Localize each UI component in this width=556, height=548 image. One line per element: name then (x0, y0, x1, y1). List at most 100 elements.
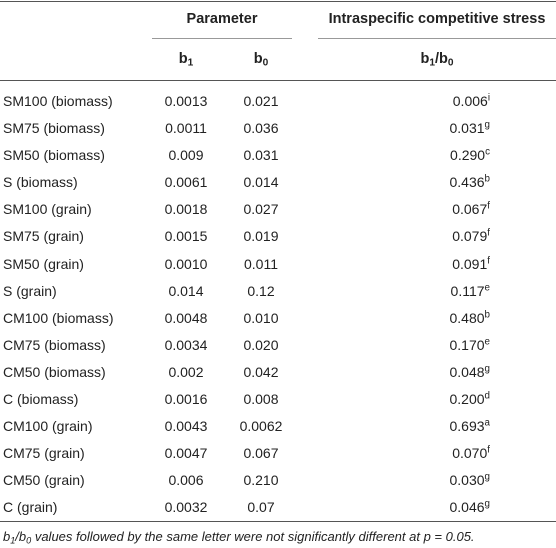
cell-b0: 0.021 (243, 93, 279, 109)
cell-b1: 0.0061 (164, 174, 208, 191)
significance-letter: f (487, 228, 490, 240)
ratio-value: 0.079 (452, 228, 488, 245)
cell-ratio: 0.031g (450, 120, 491, 136)
cell-b0: 0.020 (243, 336, 279, 353)
top-rule (0, 1, 556, 2)
cell-b1: 0.009 (168, 147, 204, 164)
cell-b1: 0.0034 (164, 336, 208, 353)
ratio-value: 0.046 (449, 499, 485, 516)
footnote-text: values followed by the same letter were … (31, 529, 475, 544)
table-body: SM100 (biomass) 0.0013 0.021 0.006i SM75… (0, 87, 556, 521)
cell-b0: 0.027 (243, 201, 279, 218)
cell-ratio: 0.693a (450, 418, 491, 434)
ratio-value: 0.030 (449, 472, 485, 489)
row-label: CM100 (grain) (3, 418, 93, 435)
cell-b0: 0.210 (243, 472, 279, 489)
table-row: CM75 (biomass) 0.0034 0.020 0.170e (0, 331, 556, 358)
table-row: S (biomass) 0.0061 0.014 0.436b (0, 168, 556, 195)
cell-b1: 0.0013 (164, 93, 208, 109)
ratio-value: 0.006 (452, 93, 488, 109)
ratio-b-base: b (439, 51, 448, 67)
cell-b1: 0.006 (168, 472, 204, 489)
cell-ratio: 0.200d (450, 391, 491, 407)
cell-ratio: 0.030g (450, 472, 491, 488)
table-row: CM100 (biomass) 0.0048 0.010 0.480b (0, 304, 556, 331)
row-label: SM50 (grain) (3, 255, 84, 272)
ratio-value: 0.117 (450, 282, 485, 299)
cell-b1: 0.0010 (164, 255, 208, 272)
ratio-value: 0.031 (449, 120, 485, 137)
row-label: CM75 (biomass) (3, 336, 106, 353)
significance-letter: g (484, 499, 490, 511)
significance-letter: f (487, 444, 490, 456)
row-label: SM100 (biomass) (3, 93, 113, 109)
cell-b0: 0.12 (247, 282, 275, 299)
table-row: SM75 (biomass) 0.0011 0.036 0.031g (0, 114, 556, 141)
significance-letter: e (484, 282, 490, 294)
table-row: SM50 (biomass) 0.009 0.031 0.290c (0, 141, 556, 168)
b0-sub: 0 (262, 57, 269, 69)
cell-b1: 0.0043 (164, 418, 208, 435)
row-label: CM100 (biomass) (3, 309, 114, 326)
cell-b0: 0.010 (243, 309, 279, 326)
ratio-value: 0.200 (449, 391, 485, 408)
cell-b1: 0.0032 (164, 499, 208, 516)
header-group-stress: Intraspecific competitive stress (328, 11, 546, 27)
ratio-value: 0.436 (449, 174, 485, 191)
cell-b1: 0.014 (168, 282, 204, 299)
table-row: S (grain) 0.014 0.12 0.117e (0, 277, 556, 304)
significance-letter: i (487, 92, 490, 104)
group-rule-stress (318, 38, 556, 39)
cell-b1: 0.0047 (164, 445, 208, 462)
footnote-b-base: b (18, 529, 27, 544)
table-row: CM50 (biomass) 0.002 0.042 0.048g (0, 358, 556, 385)
footnote-a-base: b (3, 529, 11, 544)
cell-b1: 0.0048 (164, 309, 208, 326)
footnote-sep: / (15, 529, 19, 544)
table-row: CM100 (grain) 0.0043 0.0062 0.693a (0, 412, 556, 439)
ratio-value: 0.480 (449, 309, 485, 326)
b1-base: b (178, 51, 188, 67)
row-label: CM50 (biomass) (3, 363, 106, 380)
cell-ratio: 0.070f (452, 445, 490, 461)
row-label: S (biomass) (3, 174, 78, 191)
cell-b0: 0.036 (243, 120, 279, 137)
cell-ratio: 0.117e (451, 283, 490, 299)
table-row: SM75 (grain) 0.0015 0.019 0.079f (0, 222, 556, 249)
header-rule (0, 80, 556, 81)
table-row: SM100 (biomass) 0.0013 0.021 0.006i (0, 87, 556, 114)
column-header-b1: b1 (150, 51, 222, 68)
cell-ratio: 0.048g (450, 364, 491, 380)
cell-ratio: 0.170e (450, 337, 491, 353)
row-label: SM75 (grain) (3, 228, 84, 245)
significance-letter: b (484, 309, 490, 321)
ratio-value: 0.290 (450, 147, 486, 164)
cell-b0: 0.07 (247, 499, 275, 516)
significance-letter: f (487, 201, 490, 212)
table-row: CM50 (grain) 0.006 0.210 0.030g (0, 466, 556, 493)
cell-b1: 0.002 (168, 363, 204, 380)
cell-b0: 0.014 (243, 174, 279, 191)
ratio-sep: / (434, 51, 440, 67)
cell-b0: 0.042 (243, 363, 279, 380)
row-label: SM100 (grain) (3, 201, 92, 218)
significance-letter: f (487, 255, 490, 267)
footnote-b-sub: 0 (26, 535, 32, 546)
cell-b0: 0.0062 (239, 418, 283, 435)
cell-b0: 0.031 (243, 147, 279, 164)
cell-b1: 0.0015 (164, 228, 208, 245)
cell-b1: 0.0018 (164, 201, 208, 218)
group-rule-parameter (152, 38, 292, 39)
significance-letter: e (484, 336, 490, 348)
cell-ratio: 0.067f (452, 201, 490, 217)
table-row: C (grain) 0.0032 0.07 0.046g (0, 493, 556, 520)
row-label: S (grain) (3, 282, 57, 299)
table-footnote: b1/b0 values followed by the same letter… (3, 529, 475, 546)
row-label: CM75 (grain) (3, 445, 85, 462)
cell-b0: 0.008 (243, 391, 279, 408)
cell-b0: 0.011 (244, 255, 278, 272)
cell-ratio: 0.006i (453, 93, 490, 109)
b0-base: b (253, 51, 263, 67)
row-label: C (grain) (3, 499, 58, 516)
table-row: C (biomass) 0.0016 0.008 0.200d (0, 385, 556, 412)
